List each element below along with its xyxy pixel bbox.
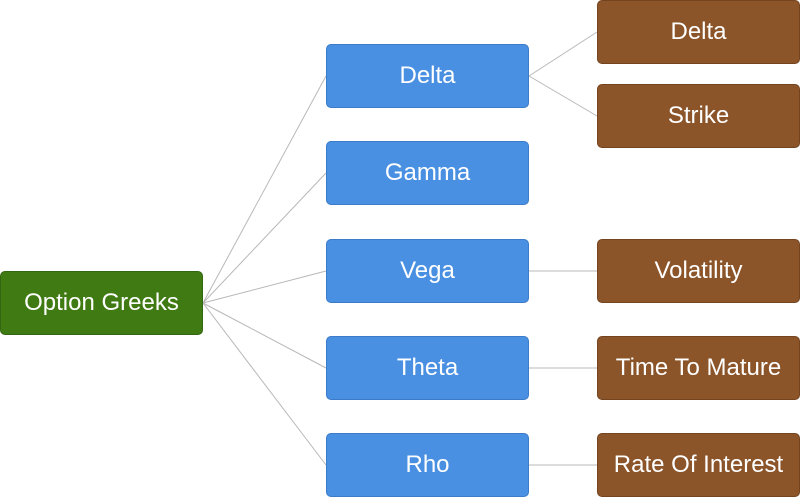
greek-node-label: Gamma xyxy=(384,159,471,186)
connector-root-theta xyxy=(202,302,327,369)
factor-node-label: Time To Mature xyxy=(615,354,782,381)
factor-node-delta: Delta xyxy=(597,0,800,64)
greek-node-label: Delta xyxy=(399,62,456,89)
connector-delta-strike xyxy=(528,75,598,117)
factor-node-rate-of-interest: Rate Of Interest xyxy=(597,433,800,497)
factor-node-volatility: Volatility xyxy=(597,239,800,303)
connector-root-gamma xyxy=(202,172,327,304)
greek-node-label: Vega xyxy=(400,257,455,284)
greek-node-rho: Rho xyxy=(326,433,529,497)
connector-root-rho xyxy=(202,302,327,466)
connector-root-delta xyxy=(202,75,327,304)
root-node-label: Option Greeks xyxy=(24,289,179,316)
connector-delta-delta xyxy=(528,31,598,77)
greek-node-gamma: Gamma xyxy=(326,141,529,205)
factor-node-label: Delta xyxy=(670,18,727,45)
greek-node-theta: Theta xyxy=(326,336,529,400)
factor-node-label: Rate Of Interest xyxy=(613,451,784,478)
factor-node-time-to-mature: Time To Mature xyxy=(597,336,800,400)
root-node-option-greeks: Option Greeks xyxy=(0,271,203,335)
greek-node-vega: Vega xyxy=(326,239,529,303)
factor-node-label: Volatility xyxy=(654,257,743,284)
factor-node-label: Strike xyxy=(667,102,730,129)
factor-node-strike: Strike xyxy=(597,84,800,148)
greek-node-label: Rho xyxy=(405,451,450,478)
greek-node-delta: Delta xyxy=(326,44,529,108)
connector-root-vega xyxy=(202,270,327,304)
greek-node-label: Theta xyxy=(396,354,459,381)
